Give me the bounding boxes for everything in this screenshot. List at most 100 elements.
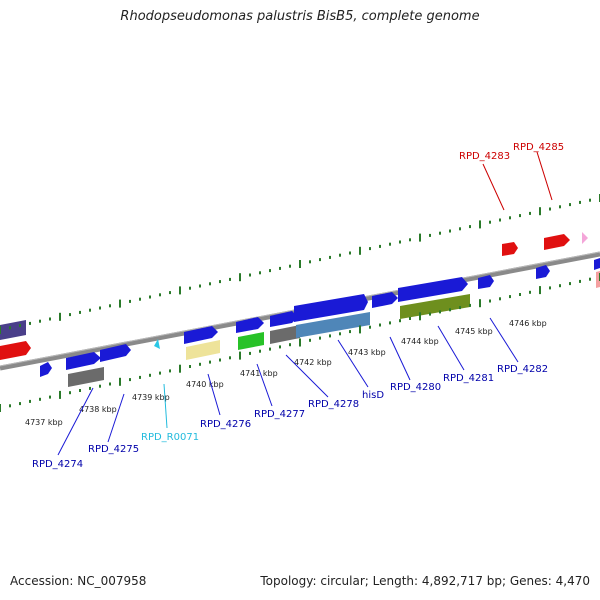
gene-feature-4276[interactable] xyxy=(184,326,218,344)
minor-tick xyxy=(109,382,111,386)
major-tick xyxy=(59,312,61,321)
gene-label-4275[interactable]: RPD_4275 xyxy=(88,444,139,455)
minor-tick xyxy=(569,282,571,286)
major-tick xyxy=(359,325,361,334)
minor-tick xyxy=(379,323,381,327)
upper-tick-row xyxy=(0,194,600,334)
gene-feature-cyan[interactable] xyxy=(154,339,160,349)
gene-feature-blue-small[interactable] xyxy=(40,362,52,377)
gene-feature-right-blue[interactable] xyxy=(594,258,600,270)
minor-tick xyxy=(559,284,561,288)
gene-feature-yellow[interactable] xyxy=(186,340,220,360)
gene-feature-4283[interactable] xyxy=(502,242,518,256)
gene-feature-olive[interactable] xyxy=(400,294,470,319)
major-tick xyxy=(299,338,301,347)
gene-feature-pink[interactable] xyxy=(582,232,588,244)
minor-tick xyxy=(29,321,31,325)
minor-tick xyxy=(519,293,521,296)
gene-feature-4281[interactable] xyxy=(398,277,468,302)
minor-tick xyxy=(489,299,491,303)
gene-label-4274[interactable]: RPD_4274 xyxy=(32,459,83,470)
minor-tick xyxy=(319,336,321,340)
gene-label-4276[interactable]: RPD_4276 xyxy=(200,419,251,430)
minor-tick xyxy=(589,277,591,281)
major-tick xyxy=(179,286,181,295)
minor-tick xyxy=(289,264,291,268)
accession-text: Accession: NC_007958 xyxy=(10,574,147,588)
minor-tick xyxy=(519,214,521,218)
gene-feature-4280[interactable] xyxy=(372,292,398,308)
gene-feature-green[interactable] xyxy=(238,332,264,350)
gene-label-4278[interactable]: RPD_4278 xyxy=(308,399,359,410)
gene-label-4285[interactable]: RPD_4285 xyxy=(513,142,564,153)
minor-tick xyxy=(309,338,311,342)
ruler-label: 4740 kbp xyxy=(186,380,224,389)
gene-label-4282[interactable]: RPD_4282 xyxy=(497,364,548,375)
gene-feature-grey-1[interactable] xyxy=(68,367,104,387)
minor-tick xyxy=(169,369,171,373)
minor-tick xyxy=(429,312,431,316)
minor-tick xyxy=(39,397,41,401)
minor-tick xyxy=(329,334,331,338)
minor-tick xyxy=(9,404,11,408)
gene-feature-purple[interactable] xyxy=(0,320,26,340)
gene-label-hisD[interactable]: hisD xyxy=(362,390,384,401)
gene-feature-4285[interactable] xyxy=(544,234,570,250)
lower-tick-row xyxy=(0,273,600,412)
gene-feature-4278[interactable] xyxy=(270,311,298,327)
gene-label-r0071[interactable]: RPD_R0071 xyxy=(141,432,199,443)
minor-tick xyxy=(199,284,201,288)
minor-tick xyxy=(439,231,441,235)
major-tick xyxy=(239,351,241,360)
minor-tick xyxy=(129,378,131,382)
minor-tick xyxy=(289,343,291,347)
minor-tick xyxy=(189,286,191,290)
gene-feature-4275[interactable] xyxy=(100,344,131,362)
minor-tick xyxy=(79,310,81,314)
minor-tick xyxy=(339,332,341,336)
minor-tick xyxy=(189,365,191,368)
minor-tick xyxy=(499,297,501,301)
minor-tick xyxy=(219,280,221,284)
gene-feature-red-left[interactable] xyxy=(0,341,31,360)
minor-tick xyxy=(509,295,511,299)
gene-feature-4282[interactable] xyxy=(478,275,494,289)
minor-tick xyxy=(199,362,201,366)
minor-tick xyxy=(439,310,441,314)
gene-label-4280[interactable]: RPD_4280 xyxy=(390,382,441,393)
minor-tick xyxy=(579,279,581,283)
minor-tick xyxy=(529,290,531,294)
minor-tick xyxy=(149,373,151,377)
minor-tick xyxy=(569,203,571,207)
minor-tick xyxy=(69,391,71,395)
minor-tick xyxy=(259,349,261,353)
minor-tick xyxy=(489,220,491,224)
gene-feature-hisD[interactable] xyxy=(294,294,368,322)
gene-label-4277[interactable]: RPD_4277 xyxy=(254,409,305,420)
kbp-ruler: 4737 kbp 4738 kbp 4739 kbp 4740 kbp 4741… xyxy=(25,319,547,427)
major-tick xyxy=(0,326,1,334)
gene-features xyxy=(0,232,600,387)
gene-labels: RPD_4274 RPD_4275 RPD_R0071 RPD_4276 RPD… xyxy=(32,142,564,470)
gene-feature-4277[interactable] xyxy=(236,317,264,333)
major-tick xyxy=(59,390,61,399)
ruler-label: 4741 kbp xyxy=(240,369,278,378)
minor-tick xyxy=(149,295,151,299)
minor-tick xyxy=(409,317,411,320)
minor-tick xyxy=(89,386,91,390)
minor-tick xyxy=(459,227,461,231)
major-tick xyxy=(539,207,541,216)
minor-tick xyxy=(429,233,431,237)
gene-label-4281[interactable]: RPD_4281 xyxy=(443,373,494,384)
gene-feature-steel[interactable] xyxy=(296,312,370,338)
minor-tick xyxy=(159,293,161,297)
gene-feature-grey-2[interactable] xyxy=(270,325,300,344)
minor-tick xyxy=(19,324,21,328)
gene-feature-4274[interactable] xyxy=(66,352,101,370)
gene-feature-blue-upper[interactable] xyxy=(536,265,550,279)
minor-tick xyxy=(399,240,401,244)
minor-tick xyxy=(259,271,261,275)
gene-label-4283[interactable]: RPD_4283 xyxy=(459,151,510,162)
minor-tick xyxy=(79,389,81,392)
